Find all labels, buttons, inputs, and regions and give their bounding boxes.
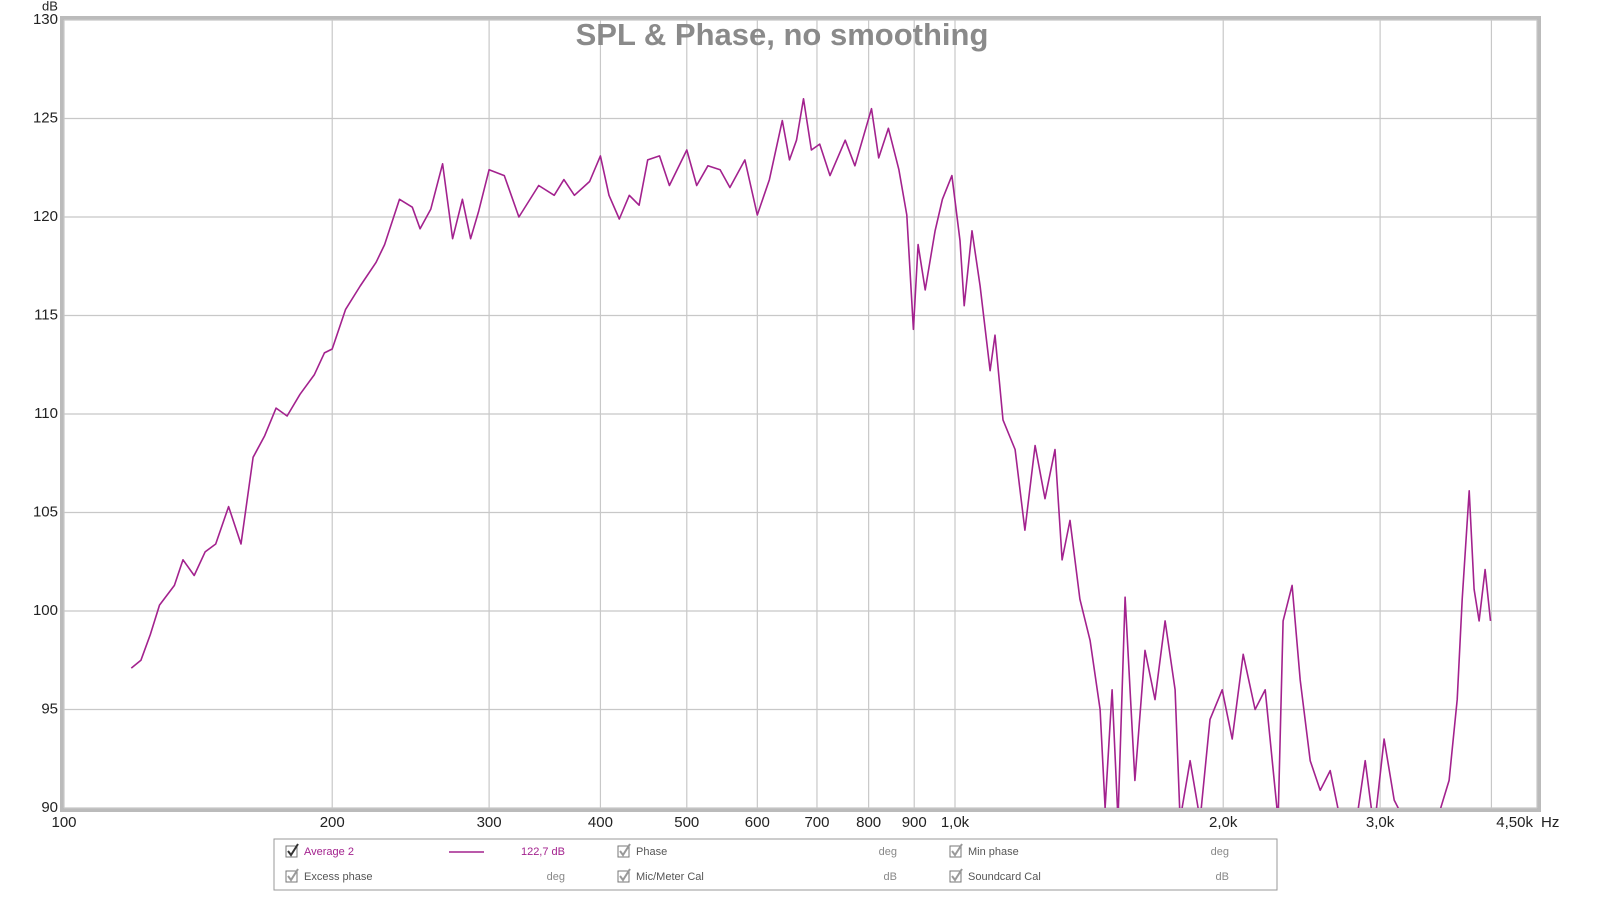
legend-item: Phase [636, 846, 667, 858]
y-tick-label: 115 [34, 306, 58, 323]
x-tick-label: 3,0k [1366, 814, 1395, 831]
y-tick-label: 95 [41, 700, 58, 717]
legend-unit: deg [1211, 846, 1229, 858]
y-axis-label: dB [42, 0, 58, 13]
x-tick-label: 200 [320, 814, 345, 831]
legend-readout: 122,7 dB [521, 846, 565, 858]
x-tick-label: 900 [902, 814, 927, 831]
legend-item: Mic/Meter Cal [636, 871, 704, 883]
legend-item: Excess phase [304, 871, 372, 883]
x-tick-label: 300 [477, 814, 502, 831]
x-tick-label: 600 [745, 814, 770, 831]
legend-item: Soundcard Cal [968, 871, 1041, 883]
x-tick-label: 400 [588, 814, 613, 831]
x-tick-label: 800 [856, 814, 881, 831]
checkmarks [287, 843, 963, 882]
x-axis-label: Hz [1541, 814, 1559, 831]
y-tick-label: 110 [34, 405, 58, 422]
y-tick-label: 90 [41, 799, 58, 816]
legend-series-name: Average 2 [304, 846, 354, 858]
y-tick-label: 100 [33, 602, 58, 619]
y-tick-label: 125 [33, 109, 58, 126]
chart-title: SPL & Phase, no smoothing [576, 17, 989, 52]
x-tick-label: 700 [804, 814, 829, 831]
x-tick-label: 100 [51, 814, 76, 831]
x-tick-label: 4,50k [1496, 814, 1533, 831]
legend-unit: dB [1216, 871, 1229, 883]
y-tick-label: 105 [33, 503, 58, 520]
x-tick-label: 1,0k [941, 814, 970, 831]
plot-frame [60, 16, 1541, 812]
legend-unit: deg [879, 846, 897, 858]
y-tick-label: 130 [33, 11, 58, 28]
x-tick-label: 500 [674, 814, 699, 831]
legend-item: Min phase [968, 846, 1019, 858]
legend-panel [273, 838, 1278, 891]
legend-unit: dB [884, 871, 897, 883]
series-line [130, 98, 1492, 808]
y-tick-label: 120 [33, 208, 58, 225]
checkboxes [285, 845, 962, 883]
x-tick-label: 2,0k [1209, 814, 1238, 831]
legend-unit: deg [547, 871, 565, 883]
